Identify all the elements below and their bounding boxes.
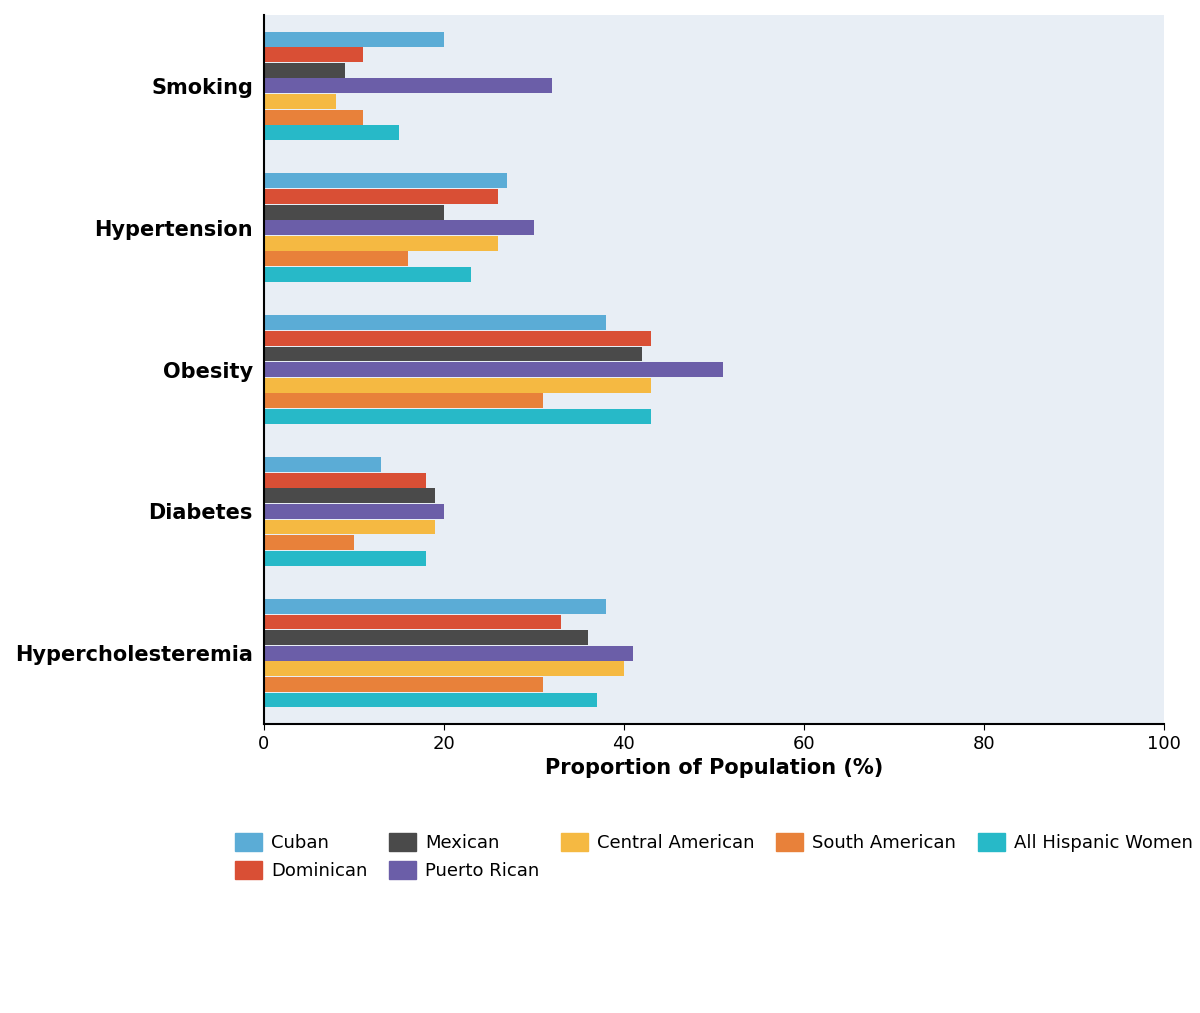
Bar bbox=[264, 126, 398, 140]
Bar bbox=[264, 78, 552, 93]
Bar bbox=[264, 189, 498, 204]
Bar bbox=[264, 615, 560, 629]
Bar bbox=[264, 645, 632, 660]
Bar bbox=[264, 535, 354, 550]
X-axis label: Proportion of Population (%): Proportion of Population (%) bbox=[545, 758, 883, 778]
Bar bbox=[264, 205, 444, 220]
Bar bbox=[264, 362, 722, 377]
Bar bbox=[264, 457, 380, 472]
Bar bbox=[264, 236, 498, 251]
Bar bbox=[264, 409, 650, 423]
Bar bbox=[264, 48, 362, 62]
Bar bbox=[264, 551, 426, 565]
Bar bbox=[264, 31, 444, 47]
Bar bbox=[264, 661, 624, 677]
Bar bbox=[264, 173, 506, 188]
Bar bbox=[264, 630, 588, 645]
Bar bbox=[264, 473, 426, 487]
Bar bbox=[264, 599, 606, 614]
Bar bbox=[264, 109, 362, 125]
Bar bbox=[264, 220, 534, 235]
Bar bbox=[264, 251, 408, 266]
Bar bbox=[264, 346, 642, 362]
Legend: Cuban, Dominican, Mexican, Puerto Rican, Central American, South American, All H: Cuban, Dominican, Mexican, Puerto Rican,… bbox=[228, 826, 1200, 887]
Bar bbox=[264, 378, 650, 393]
Bar bbox=[264, 63, 344, 78]
Bar bbox=[264, 693, 596, 707]
Bar bbox=[264, 94, 336, 109]
Bar bbox=[264, 488, 434, 503]
Bar bbox=[264, 267, 470, 282]
Bar bbox=[264, 520, 434, 535]
Bar bbox=[264, 393, 542, 408]
Bar bbox=[264, 315, 606, 330]
Bar bbox=[264, 503, 444, 519]
Bar bbox=[264, 677, 542, 692]
Bar bbox=[264, 331, 650, 345]
